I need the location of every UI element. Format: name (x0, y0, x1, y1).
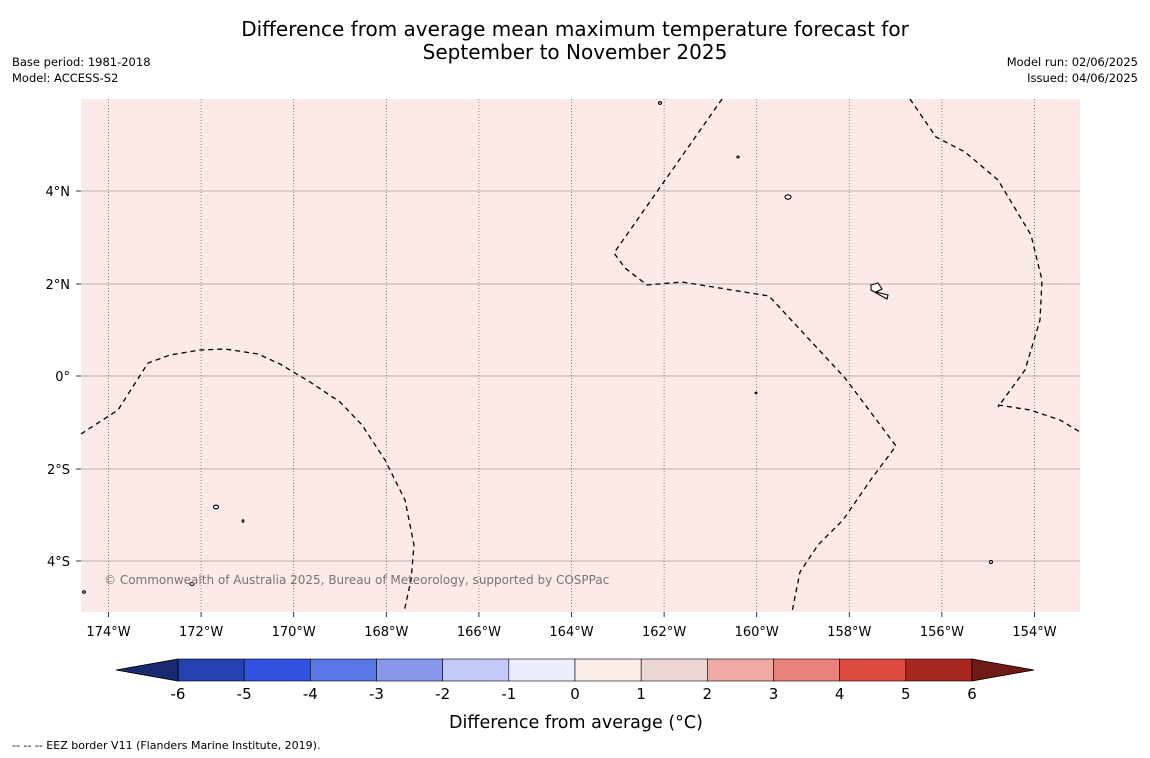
island (754, 391, 758, 395)
colorbar-tick-label: -6 (171, 685, 186, 703)
colorbar-tick-labels: -6 -5 -4 -3 -2 -1 0 1 2 3 4 5 6 (171, 685, 977, 703)
copyright-text: © Commonwealth of Australia 2025, Bureau… (104, 573, 609, 587)
model-name: Model: ACCESS-S2 (12, 71, 119, 85)
title-line-2: September to November 2025 (422, 40, 728, 64)
lat-tick-label: 0° (55, 370, 70, 385)
colorbar-cell (773, 658, 840, 682)
lon-tick-label: 154°W (1012, 625, 1056, 640)
eez-legend-footnote: -- -- -- EEZ border V11 (Flanders Marine… (12, 739, 321, 752)
lat-tick-label: 4°N (46, 185, 71, 200)
lon-tick-label: 160°W (735, 625, 779, 640)
colorbar-label: Difference from average (°C) (449, 713, 703, 733)
lat-gridlines (76, 190, 1080, 562)
colorbar-cell (707, 658, 774, 682)
colorbar-tick-label: -5 (237, 685, 252, 703)
colorbar-tick-label: 3 (769, 685, 779, 703)
issued-date: Issued: 04/06/2025 (1027, 71, 1138, 85)
colorbar-tick-label: 4 (835, 685, 845, 703)
island (736, 155, 740, 159)
islands (82, 101, 994, 594)
colorbar-cell (508, 658, 576, 682)
colorbar-tick-label: 6 (967, 685, 977, 703)
lon-tick-label: 170°W (272, 625, 316, 640)
colorbar-cell (376, 658, 443, 682)
eez-borders (80, 98, 1081, 613)
lat-tick-label: 2°N (46, 278, 71, 293)
eez-border-east (997, 404, 1081, 433)
colorbar-tick-label: -4 (303, 685, 318, 703)
lat-tick-labels: 4°N 2°N 0° 2°S 4°S (46, 185, 71, 570)
colorbar-tick-label: 1 (636, 685, 646, 703)
island (784, 194, 792, 200)
lon-tick-label: 168°W (364, 625, 408, 640)
lon-tick-label: 164°W (549, 625, 593, 640)
colorbar-tick-label: -3 (369, 685, 384, 703)
model-run: Model run: 02/06/2025 (1006, 55, 1138, 69)
colorbar-cell (177, 658, 245, 682)
island (988, 559, 994, 565)
lon-tick-labels: 174°W 172°W 170°W 168°W 166°W 164°W 162°W 160°W… (86, 625, 1056, 640)
lon-tick-label: 156°W (920, 625, 964, 640)
island (657, 101, 663, 105)
base-period: Base period: 1981-2018 (12, 55, 151, 69)
lon-tick-label: 162°W (642, 625, 686, 640)
eez-border-line-islands (909, 98, 1043, 408)
chart-title: Difference from average mean maximum tem… (0, 18, 1150, 64)
colorbar (177, 658, 973, 682)
island (189, 581, 195, 587)
lon-tick-label: 174°W (86, 625, 130, 640)
colorbar-tick-label: 0 (570, 685, 580, 703)
title-line-1: Difference from average mean maximum tem… (241, 17, 909, 41)
map-background (81, 99, 1080, 612)
lat-tick-label: 2°S (47, 463, 70, 478)
colorbar-cell (310, 658, 377, 682)
colorbar-cell (574, 658, 642, 682)
island (212, 504, 220, 510)
colorbar-cell (905, 658, 973, 682)
lon-tick-label: 158°W (827, 625, 871, 640)
lon-gridlines (108, 99, 1035, 617)
colorbar-low-extend (115, 658, 179, 682)
meta-left: Base period: 1981-2018 Model: ACCESS-S2 (12, 54, 151, 86)
island (870, 282, 889, 300)
island (241, 519, 245, 523)
eez-border-kiribati-central (613, 98, 897, 613)
colorbar-tick-label: 5 (901, 685, 911, 703)
colorbar-cell (442, 658, 510, 682)
island (82, 590, 86, 594)
lat-tick-label: 4°S (47, 555, 70, 570)
lon-tick-label: 172°W (179, 625, 223, 640)
colorbar-cell (640, 658, 708, 682)
colorbar-cell (839, 658, 907, 682)
colorbar-tick-label: -2 (435, 685, 450, 703)
meta-right: Model run: 02/06/2025 Issued: 04/06/2025 (1007, 54, 1138, 86)
colorbar-tick-label: 2 (703, 685, 713, 703)
colorbar-tick-label: -1 (501, 685, 516, 703)
lon-tick-label: 166°W (457, 625, 501, 640)
eez-border-west (80, 348, 415, 613)
colorbar-high-extend (971, 658, 1035, 682)
colorbar-cell (243, 658, 311, 682)
